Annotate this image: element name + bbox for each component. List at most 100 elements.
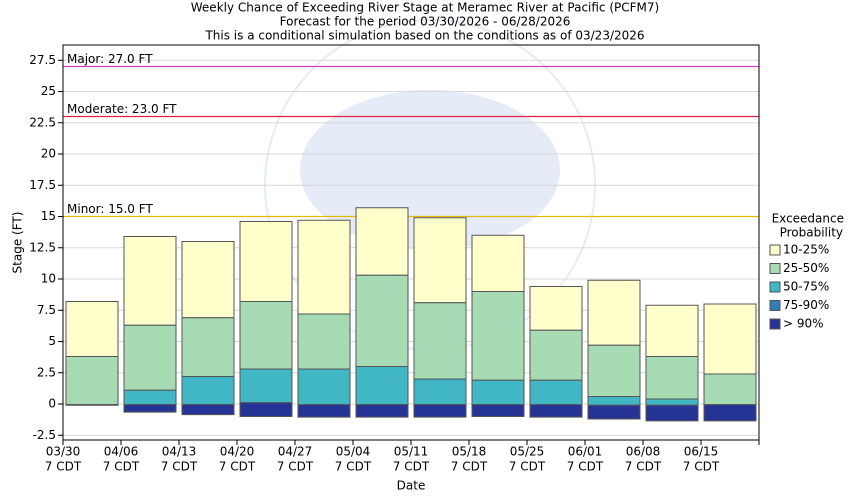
x-tick-label: 04/06 bbox=[104, 445, 139, 459]
bar-segment bbox=[355, 274, 409, 367]
bar-segment bbox=[181, 376, 235, 406]
y-tick-label: 25 bbox=[41, 84, 56, 98]
x-tick-sublabel: 7 CDT bbox=[451, 460, 488, 474]
bar-segment bbox=[471, 379, 525, 406]
x-tick-sublabel: 7 CDT bbox=[277, 460, 314, 474]
bar-segment bbox=[413, 378, 467, 406]
legend-label: > 90% bbox=[783, 317, 824, 331]
bar-segment bbox=[703, 303, 757, 375]
y-tick-label: 2.5 bbox=[37, 365, 56, 379]
legend-label: 10-25% bbox=[783, 243, 829, 257]
legend-label: 25-50% bbox=[783, 261, 829, 275]
y-tick-label: 22.5 bbox=[29, 115, 56, 129]
bar-segment bbox=[529, 379, 583, 406]
x-tick-label: 04/20 bbox=[220, 445, 255, 459]
x-tick-sublabel: 7 CDT bbox=[219, 460, 256, 474]
y-tick-label: 15 bbox=[41, 209, 56, 223]
y-tick-label: 10 bbox=[41, 272, 56, 286]
x-tick-label: 05/11 bbox=[394, 445, 429, 459]
x-tick-label: 04/27 bbox=[278, 445, 313, 459]
bar-segment bbox=[181, 317, 235, 377]
legend-swatch bbox=[769, 300, 781, 311]
bar-segment bbox=[529, 286, 583, 331]
plot-frame bbox=[62, 44, 760, 441]
x-axis-label: Date bbox=[397, 479, 426, 493]
x-tick-label: 03/30 bbox=[46, 445, 81, 459]
y-tick-label: 27.5 bbox=[29, 53, 56, 67]
bar-segment bbox=[529, 329, 583, 381]
legend-title: Probability bbox=[780, 226, 843, 240]
x-tick-label: 06/08 bbox=[626, 445, 661, 459]
x-tick-sublabel: 7 CDT bbox=[45, 460, 82, 474]
x-tick-sublabel: 7 CDT bbox=[393, 460, 430, 474]
x-tick-sublabel: 7 CDT bbox=[509, 460, 546, 474]
x-tick-sublabel: 7 CDT bbox=[161, 460, 198, 474]
bar-segment bbox=[471, 234, 525, 292]
bar-segment bbox=[703, 404, 757, 422]
chart-title: This is a conditional simulation based o… bbox=[204, 29, 644, 43]
bar-segment bbox=[645, 304, 699, 357]
legend-label: 50-75% bbox=[783, 280, 829, 294]
threshold-label: Major: 27.0 FT bbox=[67, 52, 153, 66]
threshold-label: Minor: 15.0 FT bbox=[67, 202, 153, 216]
x-tick-label: 06/15 bbox=[684, 445, 719, 459]
bar-segment bbox=[645, 398, 699, 406]
x-tick-label: 05/18 bbox=[452, 445, 487, 459]
y-tick-label: 20 bbox=[41, 147, 56, 161]
x-tick-label: 06/01 bbox=[568, 445, 603, 459]
bar-segment bbox=[297, 219, 351, 315]
x-tick-sublabel: 7 CDT bbox=[683, 460, 720, 474]
x-tick-label: 05/04 bbox=[336, 445, 371, 459]
bar-segment bbox=[297, 313, 351, 370]
bar-segment bbox=[587, 396, 641, 406]
bar-segment bbox=[587, 279, 641, 346]
x-tick-sublabel: 7 CDT bbox=[625, 460, 662, 474]
threshold-label: Moderate: 23.0 FT bbox=[67, 102, 177, 116]
x-tick-sublabel: 7 CDT bbox=[335, 460, 372, 474]
bar-segment bbox=[413, 404, 467, 418]
bar-segment bbox=[123, 236, 177, 326]
bar-segment bbox=[355, 404, 409, 418]
bar-segment bbox=[703, 373, 757, 406]
y-tick-label: 5 bbox=[48, 334, 56, 348]
legend-swatch bbox=[769, 263, 781, 274]
x-tick-label: 04/13 bbox=[162, 445, 197, 459]
bar-segment bbox=[181, 241, 235, 319]
bar-segment bbox=[413, 217, 467, 304]
bar-segment bbox=[123, 324, 177, 391]
x-tick-sublabel: 7 CDT bbox=[567, 460, 604, 474]
bar-segment bbox=[355, 207, 409, 276]
bar-segment bbox=[587, 344, 641, 397]
y-tick-label: -2.5 bbox=[33, 428, 56, 442]
y-tick-label: 0 bbox=[48, 397, 56, 411]
x-tick-label: 05/25 bbox=[510, 445, 545, 459]
bar-segment bbox=[239, 402, 293, 417]
bar-segment bbox=[355, 366, 409, 406]
bar-segment bbox=[471, 291, 525, 381]
bar-segment bbox=[181, 404, 235, 416]
bar-segment bbox=[123, 389, 177, 406]
legend-title: Exceedance bbox=[772, 212, 844, 226]
bar-segment bbox=[645, 356, 699, 400]
legend-swatch bbox=[769, 318, 781, 330]
y-tick-label: 12.5 bbox=[29, 240, 56, 254]
bar-segment bbox=[587, 404, 641, 420]
bar-segment bbox=[65, 356, 119, 406]
legend-swatch bbox=[769, 244, 781, 256]
bar-segment bbox=[413, 302, 467, 380]
bar-segment bbox=[471, 404, 525, 417]
bar-segment bbox=[239, 221, 293, 302]
bar-segment bbox=[297, 368, 351, 406]
bar-segment bbox=[645, 404, 699, 422]
bar-segment bbox=[297, 404, 351, 418]
bar-segment bbox=[529, 404, 583, 418]
x-tick-sublabel: 7 CDT bbox=[103, 460, 140, 474]
bar-segment bbox=[239, 301, 293, 370]
chart-title: Forecast for the period 03/30/2026 - 06/… bbox=[280, 15, 571, 29]
legend-swatch bbox=[769, 281, 781, 293]
y-tick-label: 17.5 bbox=[29, 178, 56, 192]
bar-segment bbox=[123, 404, 177, 413]
y-axis-label: Stage (FT) bbox=[11, 212, 25, 274]
